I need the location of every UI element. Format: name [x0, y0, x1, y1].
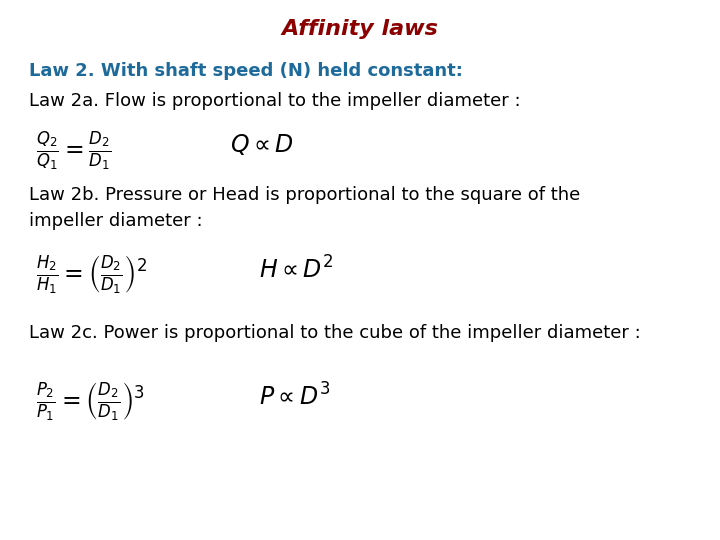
- Text: $Q \propto D$: $Q \propto D$: [230, 132, 294, 157]
- Text: $P \propto D^3$: $P \propto D^3$: [259, 383, 330, 410]
- Text: impeller diameter :: impeller diameter :: [29, 212, 202, 230]
- Text: $\frac{H_2}{H_1} = \left(\frac{D_2}{D_1}\right)^2$: $\frac{H_2}{H_1} = \left(\frac{D_2}{D_1}…: [36, 254, 147, 297]
- Text: $\frac{P_2}{P_1} = \left(\frac{D_2}{D_1}\right)^3$: $\frac{P_2}{P_1} = \left(\frac{D_2}{D_1}…: [36, 381, 145, 424]
- Text: Law 2c. Power is proportional to the cube of the impeller diameter :: Law 2c. Power is proportional to the cub…: [29, 324, 641, 342]
- Text: Affinity laws: Affinity laws: [282, 19, 438, 39]
- Text: Law 2b. Pressure or Head is proportional to the square of the: Law 2b. Pressure or Head is proportional…: [29, 186, 580, 204]
- Text: Law 2. With shaft speed (N) held constant:: Law 2. With shaft speed (N) held constan…: [29, 62, 463, 80]
- Text: $H \propto D^2$: $H \propto D^2$: [259, 256, 334, 284]
- Text: Law 2a. Flow is proportional to the impeller diameter :: Law 2a. Flow is proportional to the impe…: [29, 92, 521, 110]
- Text: $\frac{Q_2}{Q_1} = \frac{D_2}{D_1}$: $\frac{Q_2}{Q_1} = \frac{D_2}{D_1}$: [36, 130, 112, 173]
